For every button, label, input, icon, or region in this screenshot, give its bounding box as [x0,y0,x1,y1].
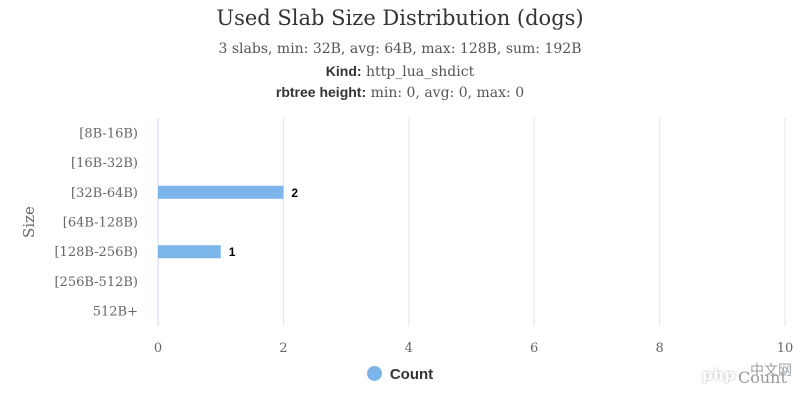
x-tick-label: 2 [279,341,287,356]
watermark: Count php 中文网 [690,356,800,400]
y-tick-label: [64B-128B) [63,216,138,231]
y-tick-label: [128B-256B) [54,245,138,260]
chart-title: Used Slab Size Distribution (dogs) [216,6,584,30]
kind-label: Kind: [325,63,362,79]
bar [158,245,221,259]
legend-label: Count [389,366,434,383]
y-tick-label: [32B-64B) [71,186,138,201]
data-label: 2 [291,186,298,200]
rbtree-value: min: 0, avg: 0, max: 0 [370,85,525,101]
x-axis-title: Count [738,368,787,387]
x-tick-label: 6 [530,341,538,356]
y-tick-label: [256B-512B) [54,275,138,290]
x-tick-label: 4 [405,341,413,356]
watermark-logo: php [702,366,736,384]
data-label: 1 [229,245,236,259]
kind-value: http_lua_shdict [366,64,475,80]
x-tick-label: 8 [655,341,663,356]
chart-legend[interactable]: Count [0,366,800,383]
chart-kind: Kind: http_lua_shdict [0,63,800,80]
chart-summary: 3 slabs, min: 32B, avg: 64B, max: 128B, … [218,41,582,57]
x-tick-label: 0 [154,341,162,356]
x-tick-label: 10 [777,341,794,356]
rbtree-label: rbtree height: [275,84,367,100]
bar [158,185,284,199]
y-tick-label: [16B-32B) [71,156,138,171]
legend-marker-icon [366,366,382,381]
y-tick-label: [8B-16B) [79,126,138,141]
watermark-text: 中文网 [750,363,792,379]
chart-rbtree: rbtree height: min: 0, avg: 0, max: 0 [0,84,800,101]
y-tick-label: 512B+ [93,305,138,320]
y-axis-title: Size [20,206,38,238]
